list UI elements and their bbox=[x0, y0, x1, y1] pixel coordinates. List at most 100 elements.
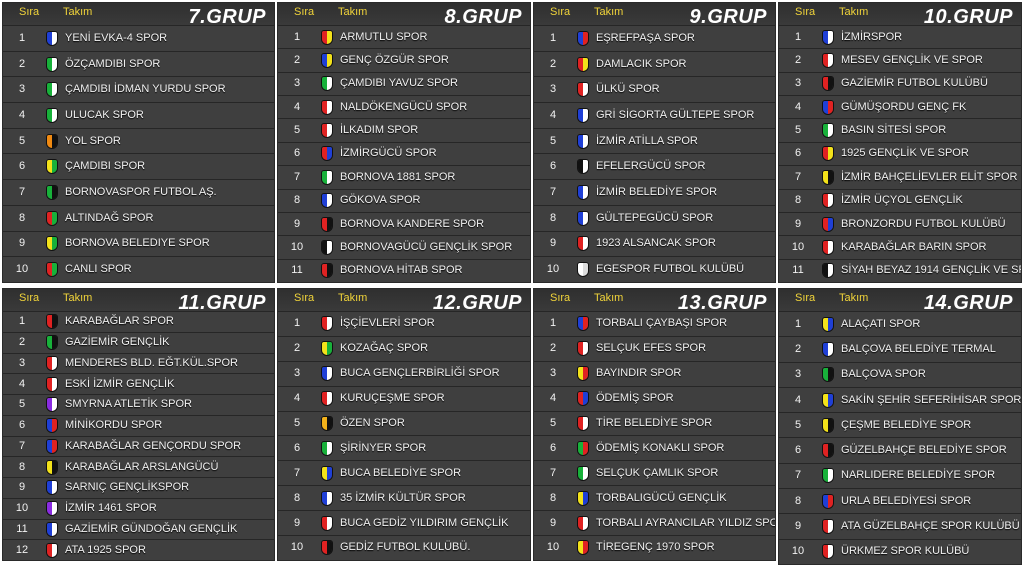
team-rank: 10 bbox=[791, 240, 805, 253]
team-name: ULUCAK SPOR bbox=[65, 108, 144, 121]
team-badge-icon bbox=[47, 336, 57, 350]
team-name: ÇAMDIBI İDMAN YURDU SPOR bbox=[65, 83, 226, 96]
team-badge-icon bbox=[578, 466, 588, 480]
team-badge-icon bbox=[322, 317, 332, 331]
team-name: ATA 1925 SPOR bbox=[65, 543, 146, 556]
team-name: ÖZEN SPOR bbox=[340, 417, 405, 429]
team-name: BALÇOVA SPOR bbox=[841, 368, 926, 381]
column-header-sira: Sıra bbox=[550, 6, 571, 18]
team-row: 5 ÇEŞME BELEDİYE SPOR bbox=[779, 412, 1021, 437]
team-badge-icon bbox=[823, 194, 833, 208]
team-name: ÖDEMİŞ SPOR bbox=[596, 392, 674, 405]
team-rank: 7 bbox=[18, 439, 26, 452]
column-header-sira: Sıra bbox=[294, 6, 315, 18]
team-row: 4 KURUÇEŞME SPOR bbox=[278, 385, 530, 411]
team-row: 2 DAMLACIK SPOR bbox=[534, 50, 775, 77]
group-header: Sıra Takım 8.GRUP bbox=[278, 3, 530, 28]
team-rank: 3 bbox=[293, 77, 301, 90]
team-rank: 3 bbox=[549, 367, 557, 380]
team-rank: 7 bbox=[794, 469, 802, 482]
team-badge-icon bbox=[322, 342, 332, 356]
team-badge-icon bbox=[578, 31, 588, 45]
column-header-takim: Takım bbox=[338, 6, 368, 18]
team-row: 5 İZMİR ATİLLA SPOR bbox=[534, 127, 775, 154]
group-panel-14: Sıra Takım 14.GRUP 1 ALAÇATI SPOR 2 BALÇOVA BE… bbox=[778, 288, 1022, 565]
group-title: 12.GRUP bbox=[432, 292, 522, 314]
team-badge-icon bbox=[322, 264, 332, 278]
team-name: GAZİEMİR GENÇLİK bbox=[65, 336, 170, 349]
team-name: GÜZELBAHÇE BELEDİYE SPOR bbox=[841, 444, 1007, 457]
team-name: SAKİN ŞEHİR SEFERİHİSAR SPOR bbox=[841, 393, 1022, 406]
group-header: Sıra Takım 11.GRUP bbox=[3, 289, 274, 314]
team-rank: 11 bbox=[291, 264, 303, 277]
group-panel-9: Sıra Takım 9.GRUP 1 EŞREFPAŞA SPOR 2 DAMLACIK … bbox=[533, 2, 776, 283]
team-row: 1 YENİ EVKA-4 SPOR bbox=[3, 25, 274, 51]
team-rank: 2 bbox=[794, 342, 802, 355]
team-rank: 5 bbox=[293, 417, 301, 429]
team-name: 1925 GENÇLİK VE SPOR bbox=[841, 147, 969, 160]
team-rank: 1 bbox=[794, 317, 802, 330]
team-row: 1 TORBALI ÇAYBAŞI SPOR bbox=[534, 311, 775, 336]
team-badge-icon bbox=[823, 393, 833, 407]
team-rank: 2 bbox=[18, 57, 26, 70]
team-rank: 7 bbox=[18, 185, 26, 198]
team-badge-icon bbox=[578, 237, 588, 251]
team-row: 6 MİNİKORDU SPOR bbox=[3, 414, 274, 436]
team-name: ATA GÜZELBAHÇE SPOR KULÜBÜ bbox=[841, 520, 1020, 533]
team-rank: 10 bbox=[290, 240, 304, 253]
team-rank: 8 bbox=[549, 211, 557, 224]
team-row: 6 ÇAMDIBI SPOR bbox=[3, 153, 274, 179]
team-rank: 2 bbox=[18, 336, 26, 349]
column-header-takim: Takım bbox=[63, 292, 93, 304]
team-badge-icon bbox=[47, 315, 57, 329]
team-badge-icon bbox=[322, 417, 332, 430]
team-row: 1 ALAÇATI SPOR bbox=[779, 311, 1021, 336]
team-rank: 9 bbox=[293, 516, 301, 529]
team-name: BASIN SİTESİ SPOR bbox=[841, 124, 947, 137]
team-badge-icon bbox=[578, 57, 588, 71]
team-row: 3 GAZİEMİR FUTBOL KULÜBÜ bbox=[779, 71, 1021, 95]
team-name: ARMUTLU SPOR bbox=[340, 30, 428, 43]
team-list: 1 EŞREFPAŞA SPOR 2 DAMLACIK SPOR 3 ÜLKÜ SPOR 4… bbox=[534, 25, 775, 282]
team-name: İŞÇİEVLERİ SPOR bbox=[340, 317, 435, 330]
team-row: 8 35 İZMİR KÜLTÜR SPOR bbox=[278, 485, 530, 510]
team-row: 1 İŞÇİEVLERİ SPOR bbox=[278, 311, 530, 336]
group-title: 11.GRUP bbox=[178, 292, 266, 314]
team-rank: 1 bbox=[293, 317, 301, 330]
team-row: 11 BORNOVA HİTAB SPOR bbox=[278, 258, 530, 282]
team-rank: 4 bbox=[794, 393, 802, 406]
team-badge-icon bbox=[823, 494, 833, 508]
team-badge-icon bbox=[47, 460, 57, 474]
team-row: 10 CANLI SPOR bbox=[3, 256, 274, 282]
team-row: 7 SELÇUK ÇAMLIK SPOR bbox=[534, 460, 775, 485]
team-name: TORBALI ÇAYBAŞI SPOR bbox=[596, 317, 728, 330]
group-panel-12: Sıra Takım 12.GRUP 1 İŞÇİEVLERİ SPOR 2 KOZAĞAÇ… bbox=[277, 288, 531, 561]
team-name: KARABAĞLAR GENÇORDU SPOR bbox=[65, 439, 242, 452]
column-header-sira: Sıra bbox=[550, 292, 571, 304]
group-header: Sıra Takım 13.GRUP bbox=[534, 289, 775, 314]
team-rank: 7 bbox=[293, 466, 301, 479]
team-rank: 5 bbox=[18, 398, 26, 411]
team-name: GEDİZ FUTBOL KULÜBÜ. bbox=[340, 541, 471, 554]
team-badge-icon bbox=[823, 147, 833, 161]
team-badge-icon bbox=[578, 134, 588, 148]
team-rank: 1 bbox=[18, 31, 26, 44]
team-name: MESEV GENÇLİK VE SPOR bbox=[841, 54, 983, 67]
group-title: 8.GRUP bbox=[444, 6, 522, 28]
team-row: 7 NARLIDERE BELEDİYE SPOR bbox=[779, 462, 1021, 488]
team-badge-icon bbox=[47, 185, 57, 199]
team-row: 10 KARABAĞLAR BARIN SPOR bbox=[779, 235, 1021, 258]
team-row: 7 İZMİR BELEDİYE SPOR bbox=[534, 179, 775, 205]
team-row: 6 GÜZELBAHÇE BELEDİYE SPOR bbox=[779, 437, 1021, 462]
team-badge-icon bbox=[47, 57, 57, 71]
team-name: GÖKOVA SPOR bbox=[340, 194, 421, 207]
team-row: 12 ATA 1925 SPOR bbox=[3, 539, 274, 560]
team-row: 10 BORNOVAGÜCÜ GENÇLİK SPOR bbox=[278, 235, 530, 258]
team-name: SİYAH BEYAZ 1914 GENÇLİK VE SPOR bbox=[841, 264, 1021, 277]
team-name: URLA BELEDİYESİ SPOR bbox=[841, 494, 972, 507]
team-row: 3 ÜLKÜ SPOR bbox=[534, 76, 775, 102]
team-row: 8 TORBALIGÜCÜ GENÇLİK bbox=[534, 485, 775, 510]
team-name: İZMİRGÜCÜ SPOR bbox=[340, 147, 437, 160]
group-panel-7: Sıra Takım 7.GRUP 1 YENİ EVKA-4 SPOR 2 ÖZÇAMDI… bbox=[2, 2, 275, 283]
team-badge-icon bbox=[47, 522, 57, 536]
